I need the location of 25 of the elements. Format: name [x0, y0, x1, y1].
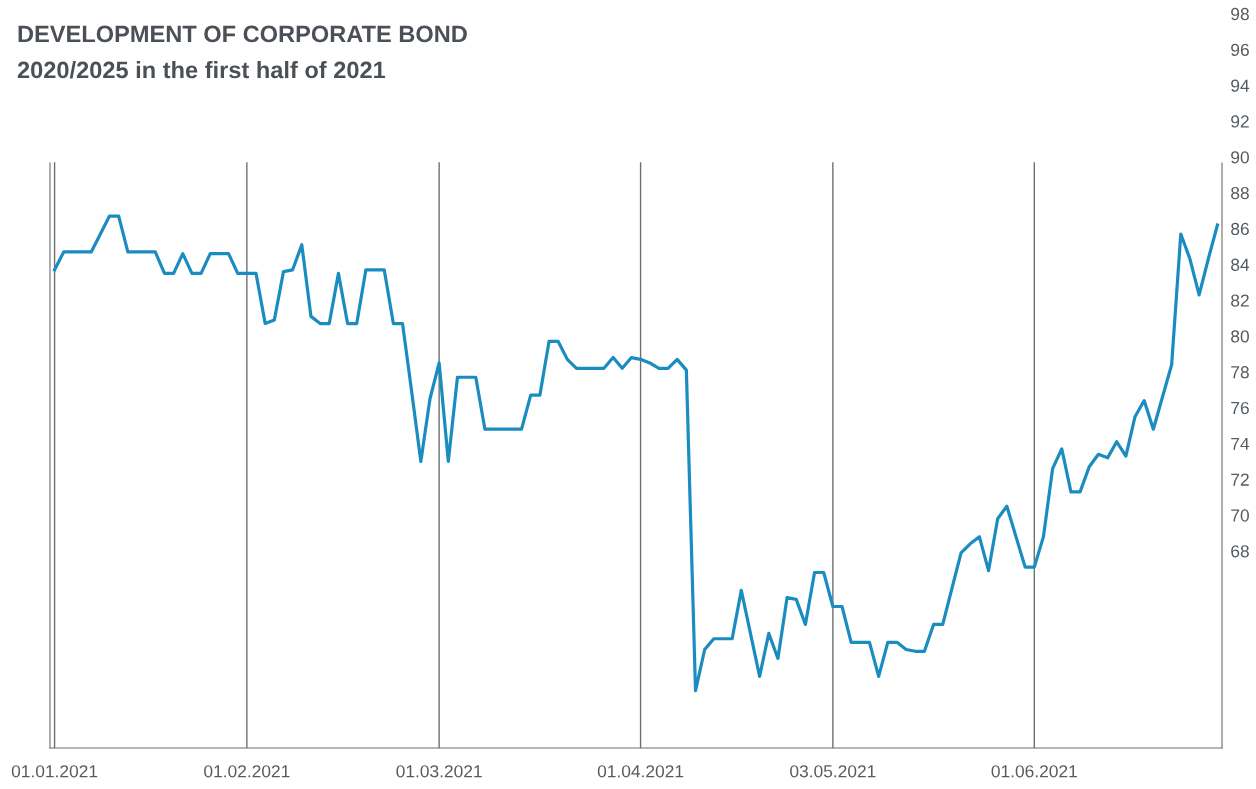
- y-tick-label: 86: [1231, 222, 1249, 236]
- y-tick-label: 80: [1231, 330, 1249, 343]
- y-tick-label: 92: [1231, 115, 1249, 128]
- y-tick-label: 76: [1231, 401, 1249, 415]
- y-tick-label: 98: [1231, 7, 1249, 21]
- x-tick-label: 01.03.2021: [396, 765, 482, 778]
- y-tick-label: 96: [1231, 43, 1249, 56]
- chart-title: DEVELOPMENT OF CORPORATE BOND: [18, 25, 467, 43]
- y-tick-label: 78: [1231, 366, 1249, 379]
- x-tick-label: 01.06.2021: [991, 765, 1077, 778]
- y-tick-label: 70: [1231, 509, 1249, 522]
- y-tick-label: 74: [1231, 437, 1250, 450]
- y-tick-label: 88: [1231, 186, 1249, 200]
- x-tick-label: 01.02.2021: [204, 765, 290, 778]
- y-tick-label: 82: [1231, 294, 1249, 307]
- line-series: [52, 214, 1220, 693]
- y-tick-label: 90: [1231, 151, 1249, 164]
- y-tick-label: 94: [1231, 79, 1250, 92]
- x-tick-label: 01.04.2021: [597, 765, 684, 778]
- y-tick-label: 84: [1231, 258, 1250, 271]
- x-tick-label: 01.01.2021: [11, 765, 98, 778]
- x-tick-label: 03.05.2021: [790, 765, 876, 778]
- y-tick-label: 68: [1231, 545, 1249, 558]
- y-tick-label: 72: [1231, 473, 1249, 486]
- text: 2020/2025 in the first half of 2021: [17, 61, 386, 79]
